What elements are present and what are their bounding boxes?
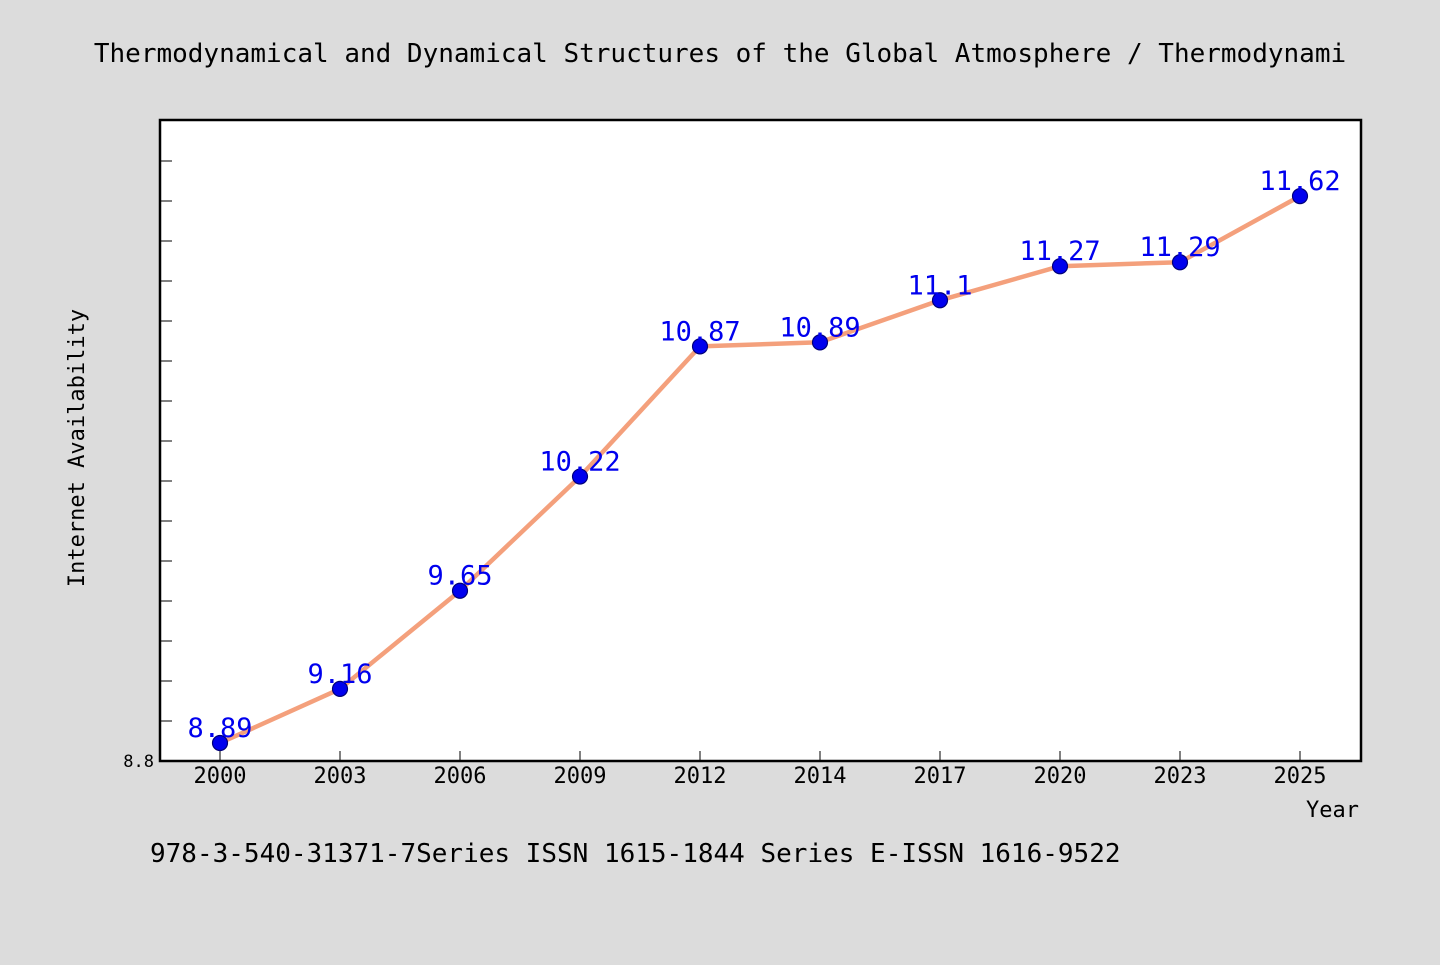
data-point [571, 468, 589, 485]
plot-area [158, 118, 1363, 763]
data-label: 11.27 [1019, 236, 1100, 267]
x-tick-label: 2023 [1154, 764, 1207, 789]
chart-title: Thermodynamical and Dynamical Structures… [94, 39, 1346, 69]
data-labels: 8.89 9.16 9.65 10.22 10.87 10.89 11.1 11.27 11.2… [187, 166, 1340, 744]
data-point [451, 582, 469, 599]
footer-text: 978-3-540-31371-7Series ISSN 1615-1844 S… [150, 839, 1121, 869]
data-label: 9.16 [307, 659, 372, 690]
data-label: 10.22 [539, 447, 620, 478]
data-markers [211, 188, 1309, 752]
x-tick-label: 2003 [314, 764, 367, 789]
x-tick-label: 2020 [1034, 764, 1087, 789]
data-label: 11.1 [907, 270, 972, 301]
data-point [1291, 188, 1309, 205]
data-label: 11.29 [1139, 232, 1220, 263]
x-tick-label: 2025 [1274, 764, 1327, 789]
x-axis-tick-labels: 2000 2003 2006 2009 2012 2014 2017 2020 2023 2025 [194, 764, 1327, 789]
data-label: 8.89 [187, 713, 252, 744]
x-tick-label: 2012 [674, 764, 727, 789]
x-tick-label: 2009 [554, 764, 607, 789]
x-axis-label: Year [1306, 798, 1359, 823]
data-label: 9.65 [427, 561, 492, 592]
data-point [691, 338, 709, 355]
data-label: 10.89 [779, 312, 860, 343]
data-label: 10.87 [659, 316, 740, 347]
series-line [217, 193, 1303, 746]
x-tick-label: 2006 [434, 764, 487, 789]
y-tick-label: 8.8 [123, 752, 154, 772]
x-axis-ticks [219, 751, 1301, 761]
y-axis-label: Internet Availability [65, 309, 90, 587]
x-tick-label: 2014 [794, 764, 847, 789]
y-minor-ticks [160, 160, 172, 722]
x-tick-label: 2017 [914, 764, 967, 789]
data-point [1171, 254, 1189, 271]
y-axis-tick-labels: 8.8 [123, 752, 154, 772]
data-point [211, 734, 229, 752]
data-label: 11.62 [1259, 166, 1340, 197]
x-tick-label: 2000 [194, 764, 247, 789]
data-point [331, 680, 349, 697]
data-point [1051, 258, 1069, 275]
data-point [811, 334, 829, 351]
data-point [931, 292, 949, 309]
